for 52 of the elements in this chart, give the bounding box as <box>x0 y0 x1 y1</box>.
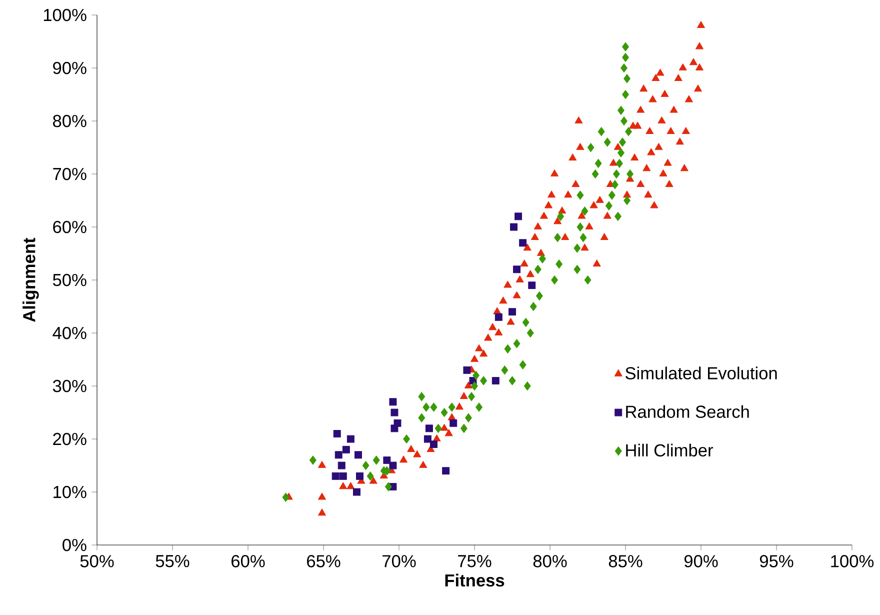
y-tick-label: 40% <box>52 326 86 340</box>
point <box>424 435 432 443</box>
x-tick-label: 85% <box>608 555 642 568</box>
y-axis-title: Alignment <box>22 238 39 322</box>
y-tick-label: 80% <box>53 114 86 128</box>
point <box>390 408 398 416</box>
x-tick-label: 65% <box>307 555 340 568</box>
x-tick-label: 80% <box>533 555 567 568</box>
x-tick-label: 90% <box>684 555 718 568</box>
point <box>513 266 521 274</box>
point <box>332 472 340 480</box>
x-tick-label: 50% <box>80 555 114 568</box>
point <box>510 223 518 231</box>
point <box>333 430 341 438</box>
x-tick-label: 55% <box>156 555 190 568</box>
point <box>508 308 516 316</box>
point <box>450 419 458 427</box>
x-tick-label: 100% <box>831 555 874 568</box>
y-tick-label: 0% <box>62 538 86 552</box>
point <box>338 462 346 470</box>
x-tick-label: 95% <box>760 555 794 568</box>
y-tick-label: 20% <box>53 432 86 446</box>
legend-label: Simulated Evolution <box>626 366 777 380</box>
y-tick-label: 10% <box>54 486 86 498</box>
y-tick-label: 90% <box>53 62 86 74</box>
x-tick-label: 75% <box>458 555 492 568</box>
y-tick-label: 100% <box>44 8 86 22</box>
point <box>442 467 450 475</box>
x-tick-label: 70% <box>382 555 416 568</box>
point <box>342 446 350 454</box>
y-tick-label: 30% <box>52 380 86 392</box>
point <box>354 451 362 459</box>
point <box>528 282 536 290</box>
point <box>389 398 397 406</box>
point <box>352 488 360 496</box>
point <box>492 376 500 384</box>
y-tick-label: 70% <box>53 168 86 180</box>
point <box>494 313 502 321</box>
point <box>383 456 391 464</box>
y-tick-label: 50% <box>52 274 86 286</box>
point <box>519 239 527 247</box>
point <box>425 424 433 432</box>
point <box>514 212 522 220</box>
point <box>339 472 347 480</box>
legend-label: Random Search <box>626 405 749 418</box>
x-axis-title: Fitness <box>445 574 504 587</box>
y-tick-label: 60% <box>53 220 86 234</box>
x-tick-label: 60% <box>232 555 265 568</box>
point <box>394 419 402 427</box>
legend-label: Hill Climber <box>626 444 713 457</box>
point <box>334 451 342 459</box>
point <box>346 435 354 443</box>
